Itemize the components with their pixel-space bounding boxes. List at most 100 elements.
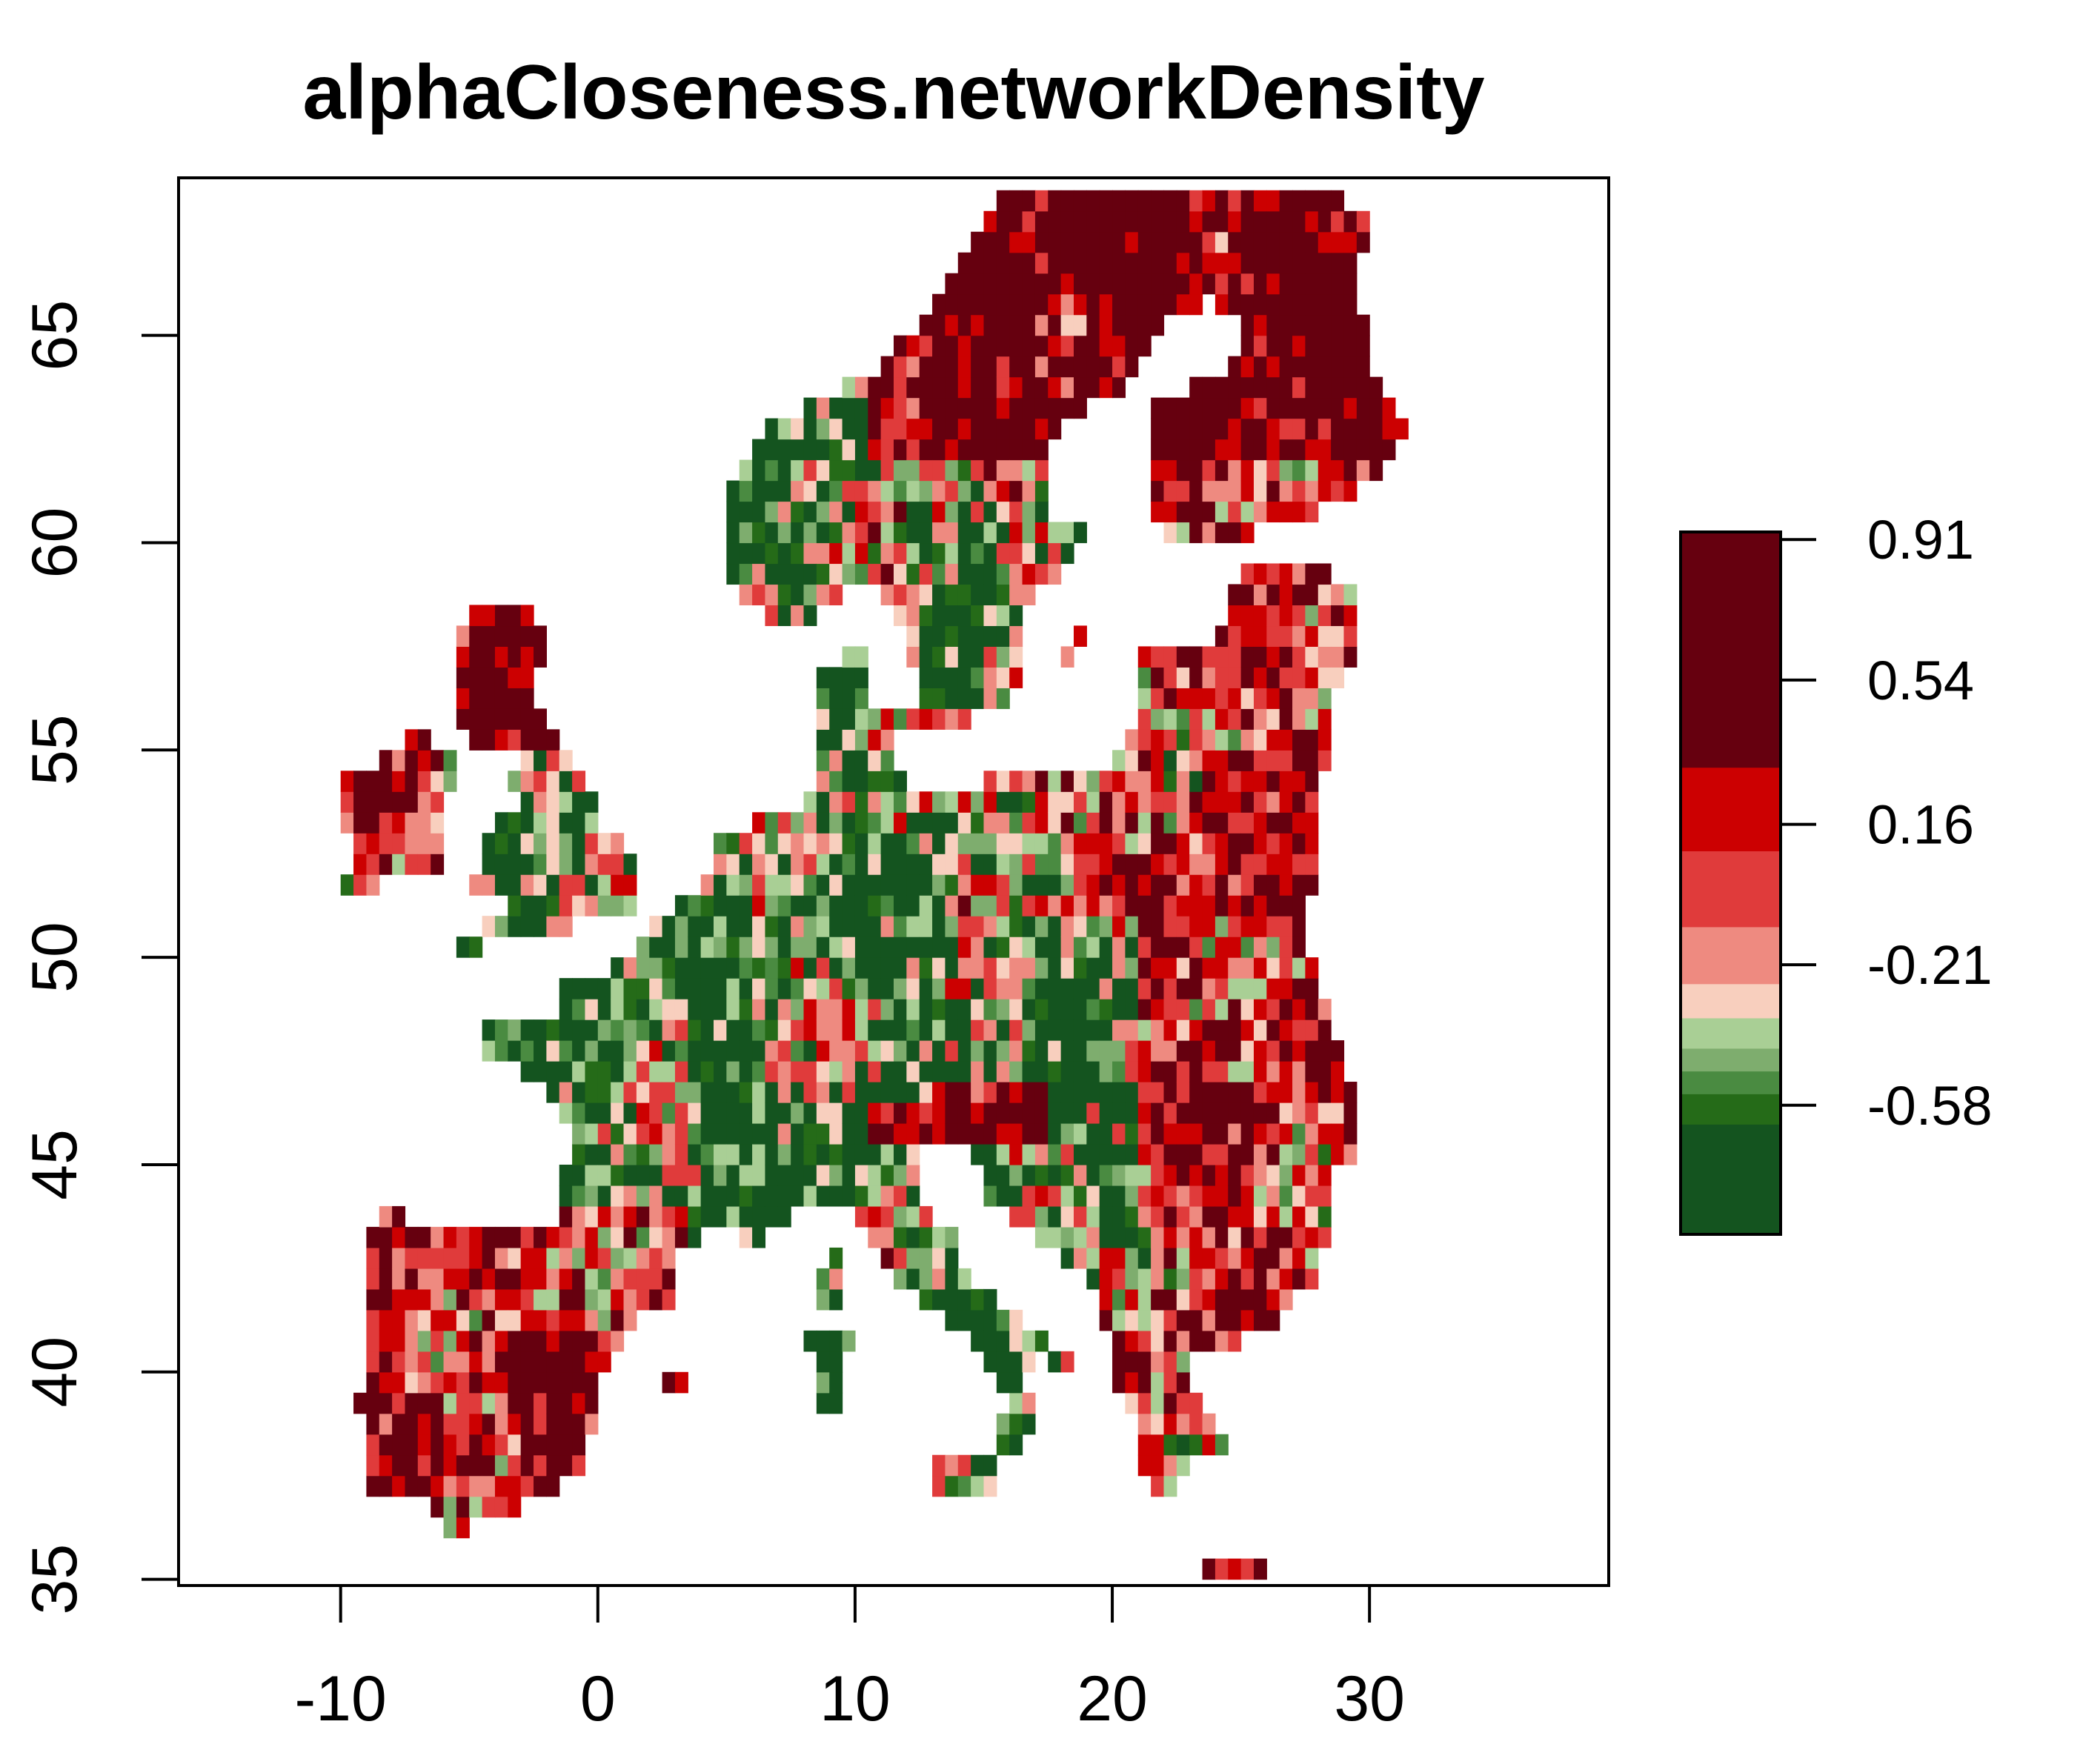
- raster-cell: [932, 1040, 946, 1062]
- raster-cell: [392, 1330, 406, 1352]
- raster-cell: [456, 1517, 470, 1539]
- raster-cell: [1176, 1019, 1190, 1041]
- raster-cell: [842, 1102, 856, 1124]
- raster-cell: [1356, 439, 1370, 461]
- raster-cell: [996, 605, 1010, 627]
- raster-cell: [957, 1454, 971, 1477]
- raster-cell: [983, 231, 997, 253]
- raster-cell: [1163, 729, 1177, 751]
- raster-cell: [777, 833, 791, 854]
- raster-cell: [674, 1205, 688, 1228]
- raster-cell: [1240, 771, 1255, 792]
- raster-cell: [854, 1143, 868, 1165]
- raster-cell: [816, 459, 830, 482]
- raster-cell: [777, 1102, 791, 1124]
- raster-cell: [971, 1309, 985, 1331]
- raster-cell: [880, 1082, 894, 1103]
- raster-cell: [932, 356, 946, 378]
- raster-cell: [700, 1143, 714, 1165]
- raster-cell: [829, 522, 843, 544]
- raster-cell: [559, 1226, 573, 1248]
- raster-cell: [932, 1288, 946, 1311]
- raster-cell: [1034, 376, 1049, 399]
- raster-cell: [880, 854, 894, 875]
- raster-cell: [1292, 605, 1306, 627]
- raster-cell: [919, 584, 933, 606]
- raster-cell: [431, 1413, 445, 1435]
- raster-cell: [803, 874, 817, 896]
- raster-cell: [456, 688, 470, 709]
- raster-cell: [1305, 1082, 1319, 1103]
- raster-cell: [1266, 916, 1280, 937]
- raster-cell: [1086, 978, 1100, 999]
- raster-cell: [1318, 646, 1332, 668]
- raster-cell: [983, 1330, 997, 1352]
- raster-cell: [1137, 957, 1152, 979]
- raster-cell: [636, 936, 650, 958]
- raster-cell: [791, 1185, 805, 1207]
- raster-cell: [1048, 812, 1062, 834]
- raster-cell: [1279, 1205, 1293, 1228]
- raster-cell: [842, 563, 856, 585]
- raster-cell: [431, 812, 445, 834]
- raster-cell: [417, 1351, 431, 1373]
- raster-cell: [1305, 210, 1319, 233]
- raster-cell: [1009, 418, 1023, 440]
- raster-cell: [765, 1019, 779, 1041]
- y-tick-label: 65: [19, 300, 90, 371]
- raster-cell: [1228, 605, 1242, 627]
- raster-cell: [405, 1392, 419, 1414]
- raster-cell: [906, 1143, 920, 1165]
- raster-cell: [1292, 978, 1306, 999]
- raster-cell: [829, 1082, 843, 1103]
- raster-cell: [1343, 335, 1358, 357]
- raster-cell: [894, 542, 907, 565]
- raster-cell: [1022, 584, 1036, 606]
- raster-cell: [714, 1185, 727, 1207]
- raster-cell: [1022, 314, 1036, 336]
- raster-cell: [1125, 314, 1139, 336]
- raster-cell: [636, 1061, 650, 1082]
- raster-cell: [945, 1102, 959, 1124]
- raster-cell: [829, 771, 843, 792]
- raster-cell: [1086, 1226, 1100, 1248]
- raster-cell: [996, 646, 1010, 668]
- raster-cell: [752, 480, 766, 502]
- raster-cell: [1189, 1392, 1203, 1414]
- raster-cell: [572, 791, 586, 813]
- raster-cell: [456, 1330, 470, 1352]
- raster-cell: [1009, 356, 1023, 378]
- raster-cell: [971, 854, 985, 875]
- raster-cell: [662, 1122, 676, 1145]
- raster-cell: [1331, 584, 1345, 606]
- raster-cell: [1240, 439, 1255, 461]
- raster-cell: [1189, 895, 1203, 916]
- raster-cell: [726, 1102, 740, 1124]
- raster-cell: [1151, 231, 1165, 253]
- raster-cell: [816, 1040, 830, 1062]
- raster-cell: [983, 688, 997, 709]
- raster-cell: [945, 314, 959, 336]
- raster-cell: [1228, 1205, 1242, 1228]
- raster-cell: [405, 1371, 419, 1394]
- raster-cell: [585, 1164, 599, 1186]
- raster-cell: [1189, 1019, 1203, 1041]
- raster-cell: [636, 1226, 650, 1248]
- raster-cell: [1009, 210, 1023, 233]
- raster-cell: [353, 854, 367, 875]
- raster-cell: [803, 542, 817, 565]
- raster-cell: [1189, 501, 1203, 523]
- raster-cell: [1060, 854, 1074, 875]
- raster-cell: [1151, 1040, 1165, 1062]
- raster-cell: [1305, 1268, 1319, 1290]
- raster-cell: [1240, 667, 1255, 688]
- raster-cell: [392, 1475, 406, 1497]
- raster-cell: [1073, 1061, 1087, 1082]
- raster-cell: [674, 1164, 688, 1186]
- raster-cell: [534, 1019, 547, 1041]
- raster-cell: [957, 418, 971, 440]
- raster-cell: [777, 936, 791, 958]
- raster-cell: [597, 1226, 611, 1248]
- raster-cell: [572, 1434, 586, 1456]
- raster-cell: [957, 688, 971, 709]
